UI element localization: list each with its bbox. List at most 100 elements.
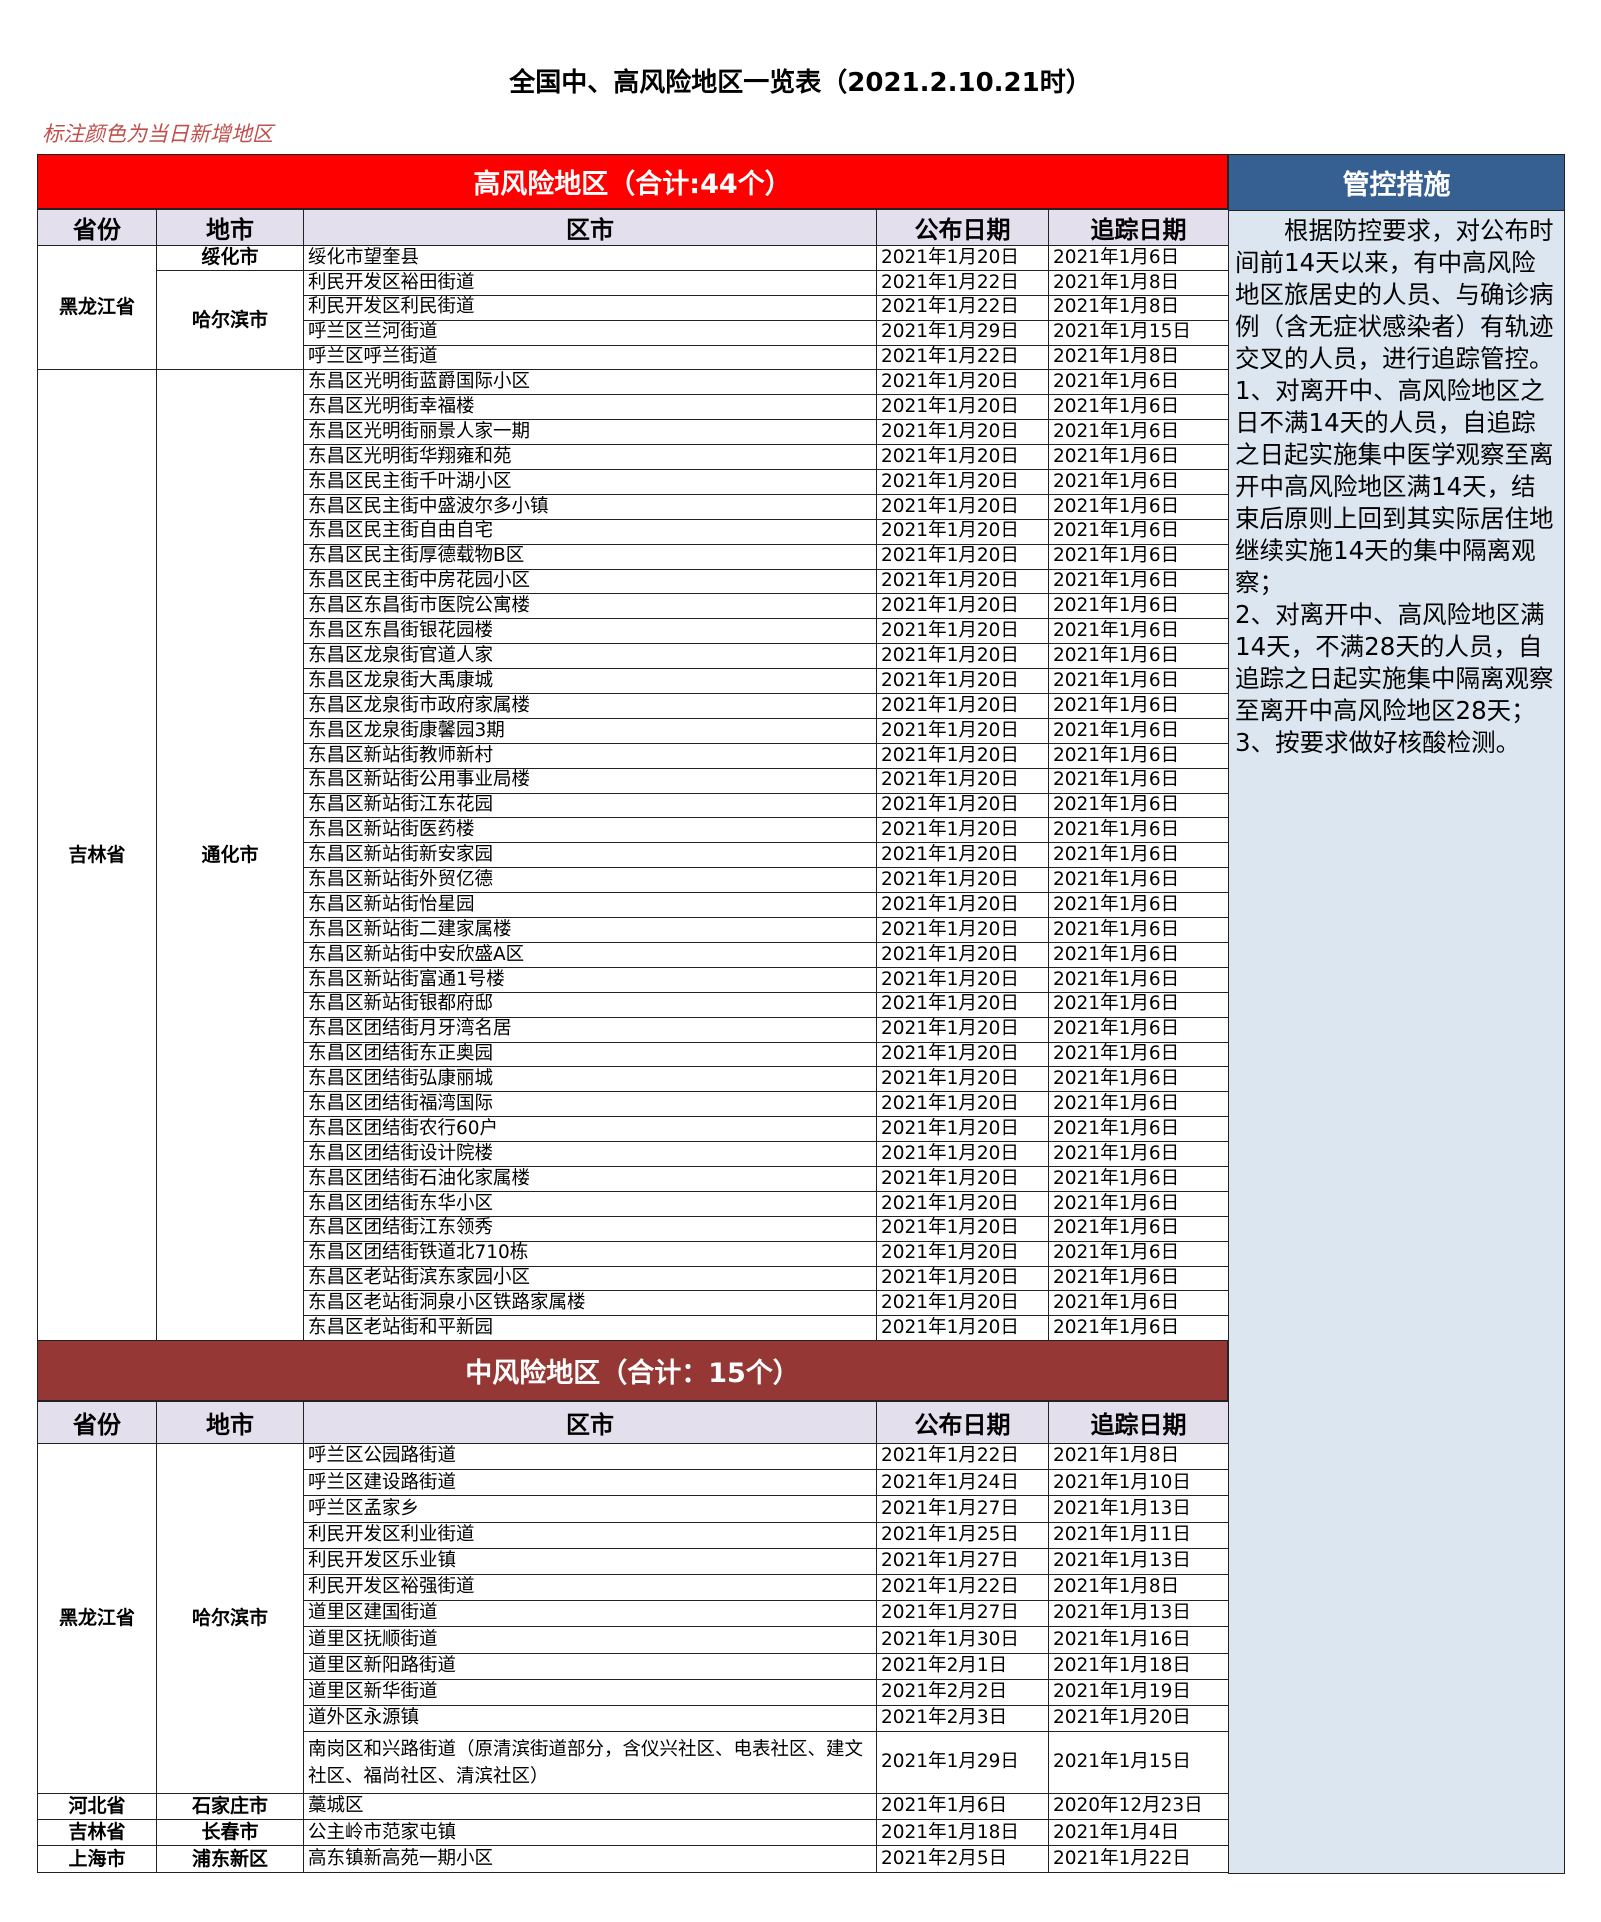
trace-date-cell: 2021年1月6日 (1048, 1165, 1229, 1192)
trace-date-cell: 2021年1月6日 (1048, 1091, 1229, 1118)
trace-date-cell: 2021年1月13日 (1048, 1600, 1229, 1628)
city-cell: 绥化市 (156, 245, 304, 271)
publish-date-cell: 2021年1月22日 (876, 344, 1049, 371)
district-cell: 利民开发区乐业镇 (303, 1547, 877, 1575)
trace-date-cell: 2021年1月8日 (1048, 1573, 1229, 1602)
district-cell: 呼兰区孟家乡 (303, 1495, 877, 1523)
district-cell: 利民开发区利业街道 (303, 1521, 877, 1549)
district-cell: 呼兰区建设路街道 (303, 1469, 877, 1497)
district-cell: 东昌区老站街洞泉小区铁路家属楼 (303, 1290, 877, 1317)
table-row: 东昌区新站街富通1号楼 2021年1月20日 2021年1月6日 (38, 966, 1229, 993)
table-row: 呼兰区兰河街道 2021年1月29日 2021年1月15日 (38, 319, 1229, 346)
trace-date-cell: 2021年1月16日 (1048, 1626, 1229, 1654)
publish-date-cell: 2021年1月20日 (876, 543, 1049, 570)
district-cell: 公主岭市范家屯镇 (303, 1819, 877, 1847)
control-paragraph: 1、对离开中、高风险地区之日不满14天的人员，自追踪之日起实施集中医学观察至离开… (1235, 376, 1554, 597)
district-cell: 东昌区新站街富通1号楼 (303, 966, 877, 993)
publish-date-cell: 2021年1月20日 (876, 966, 1049, 993)
publish-date-cell: 2021年1月18日 (876, 1819, 1049, 1847)
publish-date-cell: 2021年1月29日 (876, 1731, 1049, 1795)
column-header-row: 省份 地市 区市 公布日期 追踪日期 (37, 209, 1229, 246)
district-cell: 东昌区光明街华翔雍和苑 (303, 444, 877, 471)
publish-date-cell: 2021年1月20日 (876, 742, 1049, 769)
district-cell: 东昌区新站街江东花园 (303, 792, 877, 819)
trace-date-cell: 2021年1月6日 (1048, 966, 1229, 993)
district-cell: 东昌区光明街丽景人家一期 (303, 419, 877, 446)
district-cell: 东昌区团结街铁道北710栋 (303, 1240, 877, 1267)
table-row: 东昌区老站街滨东家园小区 2021年1月20日 2021年1月6日 (38, 1265, 1229, 1292)
table-row: 道外区永源镇 2021年2月3日 2021年1月20日 (38, 1704, 1229, 1733)
publish-date-cell: 2021年2月5日 (876, 1845, 1049, 1873)
district-cell: 利民开发区利民街道 (303, 294, 877, 321)
mid-risk-title: 中风险地区（合计：15个） (37, 1340, 1228, 1401)
city-cell: 石家庄市 (156, 1793, 304, 1821)
publish-date-cell: 2021年1月22日 (876, 1442, 1049, 1471)
trace-date-cell: 2021年1月15日 (1048, 319, 1229, 346)
district-cell: 藁城区 (303, 1793, 877, 1821)
column-header: 区市 (303, 1401, 877, 1444)
publish-date-cell: 2021年1月20日 (876, 917, 1049, 943)
publish-date-cell: 2021年1月20日 (876, 369, 1049, 396)
trace-date-cell: 2021年1月6日 (1048, 991, 1229, 1018)
publish-date-cell: 2021年1月20日 (876, 394, 1049, 421)
control-measures-panel: 管控措施 根据防控要求，对公布时间前14天以来，有中高风险地区旅居史的人员、与确… (1228, 154, 1565, 1874)
trace-date-cell: 2021年1月6日 (1048, 245, 1229, 271)
district-cell: 东昌区团结街东华小区 (303, 1190, 877, 1217)
table-row: 利民开发区裕强街道 2021年1月22日 2021年1月8日 (38, 1573, 1229, 1602)
table-row: 利民开发区利业街道 2021年1月25日 2021年1月11日 (38, 1521, 1229, 1549)
district-cell: 东昌区新站街医药楼 (303, 817, 877, 844)
city-cell: 哈尔滨市 (156, 1442, 304, 1795)
district-cell: 东昌区团结街弘康丽城 (303, 1066, 877, 1093)
district-cell: 东昌区新站街怡星园 (303, 892, 877, 919)
risk-table: 省份 地市 区市 公布日期 追踪日期 黑龙江省 绥化市 绥化市望奎县 2021年1月20日 202… (37, 209, 1229, 1342)
district-cell: 东昌区民主街中盛波尔多小镇 (303, 493, 877, 520)
publish-date-cell: 2021年1月20日 (876, 842, 1049, 869)
district-cell: 道里区建国街道 (303, 1600, 877, 1628)
table-row: 河北省 石家庄市 藁城区 2021年1月6日 2020年12月23日 (37, 1793, 1229, 1821)
trace-date-cell: 2021年1月6日 (1048, 444, 1229, 471)
table-row: 东昌区新站街教师新村 2021年1月20日 2021年1月6日 (38, 742, 1229, 769)
province-cell: 吉林省 (37, 1819, 157, 1847)
table-row: 东昌区团结街东华小区 2021年1月20日 2021年1月6日 (38, 1190, 1229, 1217)
control-paragraph: 2、对离开中、高风险地区满14天，不满28天的人员，自追踪之日起实施集中隔离观察… (1235, 600, 1554, 725)
trace-date-cell: 2021年1月6日 (1048, 394, 1229, 421)
column-header: 省份 (37, 209, 157, 246)
table-row: 东昌区光明街丽景人家一期 2021年1月20日 2021年1月6日 (38, 419, 1229, 446)
mid-risk-table: 省份 地市 区市 公布日期 追踪日期 黑龙江省 哈尔滨市 呼兰区公园路街道 2021年1月22日… (37, 1401, 1229, 1873)
district-cell: 东昌区民主街中房花园小区 (303, 568, 877, 595)
publish-date-cell: 2021年1月20日 (876, 1165, 1049, 1192)
control-measures-text: 根据防控要求，对公布时间前14天以来，有中高风险地区旅居史的人员、与确诊病例（含… (1229, 211, 1564, 759)
table-row: 东昌区新站街二建家属楼 2021年1月20日 2021年1月6日 (38, 917, 1229, 943)
publish-date-cell: 2021年1月20日 (876, 717, 1049, 744)
mid-risk-banner: 中风险地区（合计：15个） (37, 1340, 1228, 1401)
trace-date-cell: 2021年1月6日 (1048, 1066, 1229, 1093)
table-row: 东昌区老站街和平新园 2021年1月20日 2021年1月6日 (38, 1315, 1229, 1342)
table-row: 道里区新阳路街道 2021年2月1日 2021年1月18日 (38, 1652, 1229, 1680)
table-row: 东昌区民主街厚德载物B区 2021年1月20日 2021年1月6日 (38, 543, 1229, 570)
district-cell: 东昌区老站街和平新园 (303, 1315, 877, 1342)
district-cell: 东昌区龙泉街大禹康城 (303, 668, 877, 695)
district-cell: 东昌区团结街农行60户 (303, 1116, 877, 1143)
trace-date-cell: 2021年1月6日 (1048, 419, 1229, 446)
table-row: 上海市 浦东新区 高东镇新高苑一期小区 2021年2月5日 2021年1月22日 (37, 1845, 1229, 1873)
trace-date-cell: 2021年1月22日 (1048, 1845, 1229, 1873)
publish-date-cell: 2021年1月20日 (876, 1016, 1049, 1043)
trace-date-cell: 2021年1月6日 (1048, 792, 1229, 819)
district-cell: 东昌区新站街外贸亿德 (303, 867, 877, 894)
district-cell: 道里区新阳路街道 (303, 1652, 877, 1680)
trace-date-cell: 2021年1月18日 (1048, 1652, 1229, 1680)
publish-date-cell: 2021年1月20日 (876, 1141, 1049, 1167)
publish-date-cell: 2021年1月20日 (876, 817, 1049, 844)
trace-date-cell: 2021年1月8日 (1048, 294, 1229, 321)
publish-date-cell: 2021年1月30日 (876, 1626, 1049, 1654)
district-cell: 道里区抚顺街道 (303, 1626, 877, 1654)
publish-date-cell: 2021年1月20日 (876, 767, 1049, 794)
district-cell: 东昌区团结街石油化家属楼 (303, 1165, 877, 1192)
publish-date-cell: 2021年1月27日 (876, 1547, 1049, 1575)
column-header: 公布日期 (876, 1401, 1049, 1444)
district-cell: 东昌区老站街滨东家园小区 (303, 1265, 877, 1292)
trace-date-cell: 2021年1月6日 (1048, 1290, 1229, 1317)
table-row: 东昌区新站街怡星园 2021年1月20日 2021年1月6日 (38, 892, 1229, 919)
province-cell: 河北省 (37, 1793, 157, 1821)
city-cell: 浦东新区 (156, 1845, 304, 1873)
